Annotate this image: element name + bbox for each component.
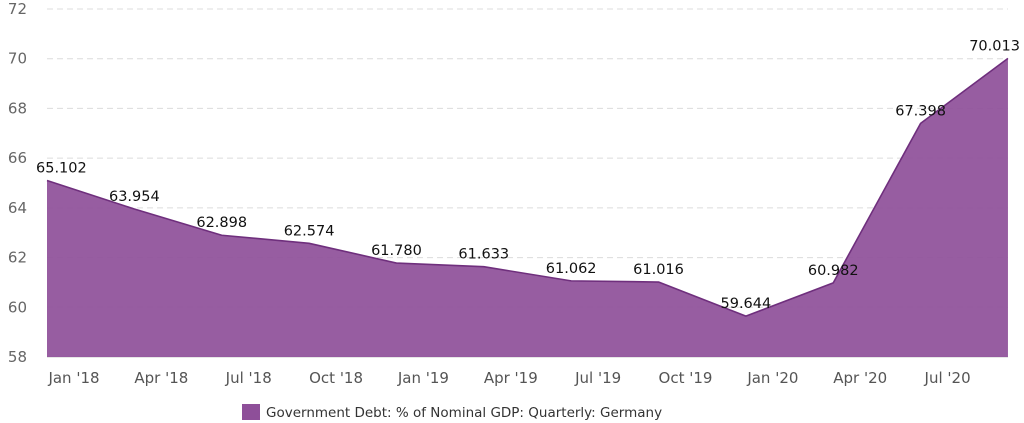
- data-label: 67.398: [895, 103, 946, 119]
- x-axis: Jan '18 Apr '18 Jul '18 Oct '18 Jan '19 Apr '…: [47, 369, 970, 387]
- area-series: [45, 56, 1010, 357]
- data-point[interactable]: [132, 207, 137, 212]
- data-label: 70.013: [969, 38, 1020, 54]
- x-tick-label: Jan '18: [47, 369, 99, 387]
- data-point[interactable]: [831, 280, 836, 285]
- data-point[interactable]: [45, 178, 50, 183]
- data-label: 61.633: [458, 247, 509, 263]
- x-tick-label: Jan '20: [746, 369, 798, 387]
- data-label: 59.644: [721, 296, 772, 312]
- legend[interactable]: Government Debt: % of Nominal GDP: Quart…: [242, 404, 662, 421]
- data-point[interactable]: [656, 280, 661, 285]
- data-label: 63.954: [109, 189, 160, 205]
- y-tick-label: 72: [8, 0, 27, 18]
- data-label: 60.982: [808, 263, 859, 279]
- y-tick-label: 60: [8, 298, 27, 316]
- y-tick-label: 62: [8, 249, 27, 267]
- data-point[interactable]: [1005, 56, 1010, 61]
- legend-swatch[interactable]: [242, 404, 260, 420]
- x-tick-label: Jan '19: [397, 369, 449, 387]
- y-tick-label: 66: [8, 149, 27, 167]
- x-tick-label: Oct '19: [659, 369, 713, 387]
- data-point[interactable]: [307, 241, 312, 246]
- series-line[interactable]: [46, 57, 1009, 317]
- data-point[interactable]: [394, 261, 399, 266]
- data-label: 65.102: [36, 160, 87, 176]
- x-tick-label: Apr '19: [484, 369, 538, 387]
- x-tick-label: Jul '18: [225, 369, 272, 387]
- x-tick-label: Apr '20: [833, 369, 887, 387]
- y-tick-label: 58: [8, 348, 27, 366]
- data-label: 62.574: [284, 223, 335, 239]
- y-tick-label: 70: [8, 50, 27, 68]
- data-labels: 65.102 63.954 62.898 62.574 61.780 61.633 61.0…: [36, 38, 1020, 312]
- data-label: 62.898: [196, 215, 247, 231]
- data-point[interactable]: [481, 264, 486, 269]
- y-tick-label: 64: [8, 199, 27, 217]
- data-point[interactable]: [743, 314, 748, 319]
- data-label: 61.016: [633, 262, 684, 278]
- area-fill: [47, 58, 1008, 357]
- x-tick-label: Apr '18: [134, 369, 188, 387]
- y-axis: 58 60 62 64 66 68 70 72: [8, 0, 27, 366]
- legend-label[interactable]: Government Debt: % of Nominal GDP: Quart…: [266, 405, 662, 421]
- data-point[interactable]: [219, 233, 224, 238]
- data-label: 61.780: [371, 243, 422, 259]
- data-point[interactable]: [569, 278, 574, 283]
- x-tick-label: Jul '19: [574, 369, 621, 387]
- x-tick-label: Oct '18: [309, 369, 363, 387]
- data-point[interactable]: [918, 121, 923, 126]
- data-label: 61.062: [546, 261, 597, 277]
- x-tick-label: Jul '20: [924, 369, 971, 387]
- y-tick-label: 68: [8, 99, 27, 117]
